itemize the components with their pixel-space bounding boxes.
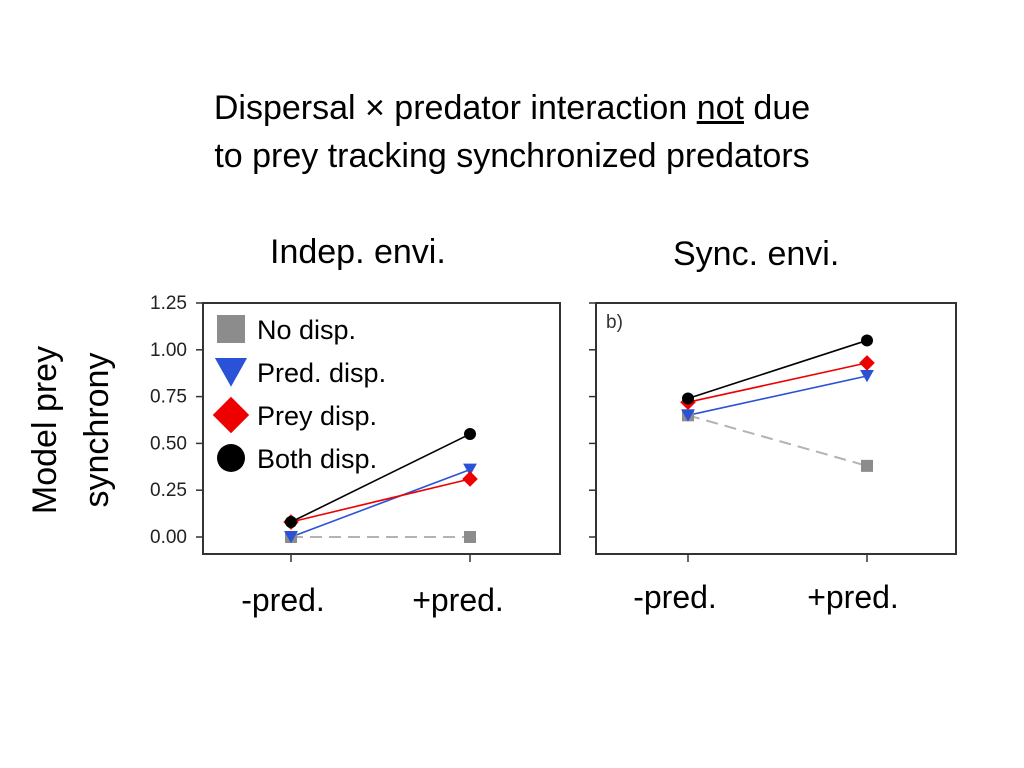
panel-a-legend-marker-2 <box>212 396 250 434</box>
panel-b-series-line-1 <box>687 375 868 417</box>
panel-a-legend-marker-3 <box>217 444 245 472</box>
panel-b-title: Sync. envi. <box>673 235 840 273</box>
panel-b-series-line-0 <box>687 414 868 467</box>
panel-a-y-tick-label: 1.00 <box>150 340 187 361</box>
panel-b-data-point-3 <box>682 392 694 405</box>
panel-a-legend-label: No disp. <box>257 315 356 345</box>
panel-b-series-line-3 <box>687 339 868 400</box>
panel-b-data-point-1 <box>681 409 695 422</box>
panel-a-series-line-1 <box>290 468 471 538</box>
slide-title-line2: to prey tracking synchronized predators <box>214 137 810 175</box>
panel-b-label: b) <box>606 312 623 333</box>
panel-a-data-point-0 <box>464 531 476 543</box>
panel-a-x-tick-label: +pred. <box>412 582 504 618</box>
panel-b-data-point-1 <box>860 370 874 383</box>
panel-a-y-tick-label: 0.50 <box>150 433 187 454</box>
panel-a-title: Indep. envi. <box>270 233 446 271</box>
panel-a-y-tick-label: 0.00 <box>150 527 187 548</box>
panel-b-x-tick-label: +pred. <box>807 579 899 615</box>
panel-a-legend-label: Prey disp. <box>257 401 377 431</box>
panel-a-data-point-1 <box>463 463 477 476</box>
panel-a-data-point-1 <box>284 531 298 544</box>
panel-b-data-point-2 <box>859 355 875 371</box>
slide-title-line1: Dispersal × predator interaction not due <box>213 89 811 127</box>
panel-a-x-tick-label: -pred. <box>241 582 325 618</box>
panel-b-x-tick-label: -pred. <box>633 579 717 615</box>
panel-b-plot-frame <box>595 302 957 555</box>
panel-a-data-point-3 <box>285 516 297 529</box>
panel-b-series-line-2 <box>687 362 868 403</box>
panel-a-y-tick-label: 0.25 <box>150 480 187 501</box>
panel-a-y-tick-label: 0.75 <box>150 387 187 408</box>
panel-a-data-point-3 <box>464 428 476 441</box>
panel-a-y-tick-label: 1.25 <box>150 293 187 314</box>
panel-a-legend-label: Pred. disp. <box>257 358 386 388</box>
title-emphasis: not <box>696 89 744 127</box>
panel-a-data-point-2 <box>462 471 478 487</box>
panel-a-series-line-2 <box>290 478 471 523</box>
panel-b-data-point-3 <box>861 334 873 347</box>
panel-a-plot-frame <box>202 302 561 555</box>
panel-a-legend-marker-0 <box>217 315 245 343</box>
panel-a-legend-marker-1 <box>214 358 248 387</box>
panel-a-legend-label: Both disp. <box>257 444 377 474</box>
panel-a-series-line-3 <box>290 433 471 523</box>
panel-b-data-point-0 <box>861 459 873 472</box>
